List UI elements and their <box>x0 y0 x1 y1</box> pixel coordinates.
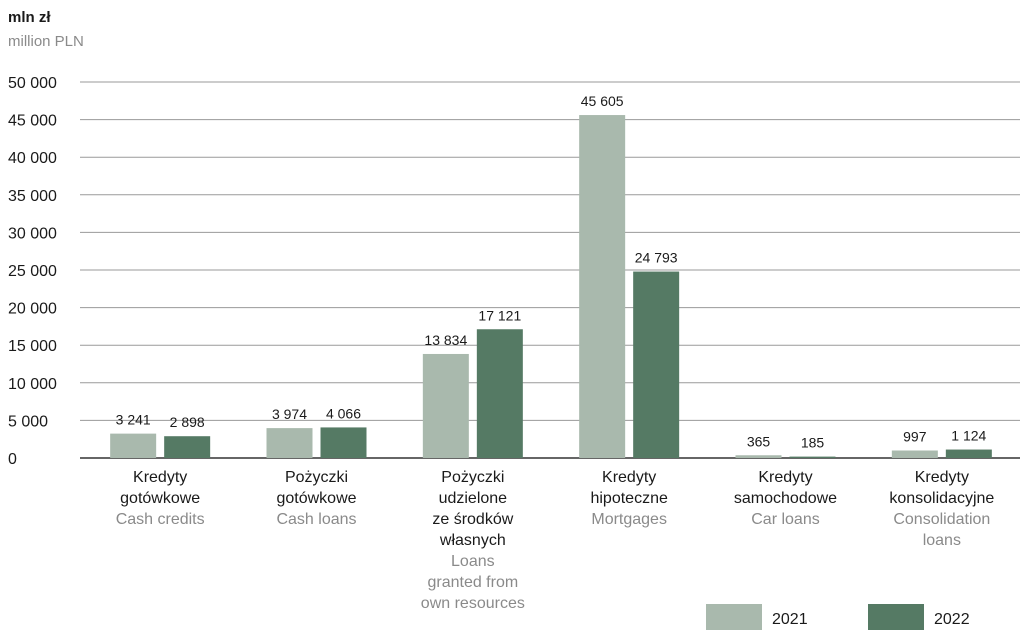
category-label-pl: Pożyczki <box>441 469 504 486</box>
category-label-en: Cash credits <box>116 511 205 528</box>
data-label-2022: 2 898 <box>170 414 205 430</box>
data-label-2021: 45 605 <box>581 93 624 109</box>
data-label-2021: 997 <box>903 429 927 445</box>
y-axis-ticks: 0 5 000 10 000 15 000 20 000 25 000 30 000 35 0… <box>8 75 57 468</box>
bar-2022 <box>789 456 836 458</box>
bars: 3 241 2 898 3 974 4 066 13 834 17 121 45 605 24… <box>110 93 992 458</box>
y-tick-label: 30 000 <box>8 225 57 242</box>
gridlines <box>80 81 1020 459</box>
category-label-pl: samochodowe <box>734 490 837 507</box>
bar-2021 <box>735 455 782 458</box>
data-label-2021: 3 974 <box>272 406 307 422</box>
category-label-en: loans <box>923 532 961 549</box>
data-label-2021: 13 834 <box>424 332 467 348</box>
legend-swatch-2022 <box>868 604 924 630</box>
category-labels: Kredyty gotówkowe Cash credits Pożyczki gotó… <box>116 469 995 612</box>
y-tick-label: 50 000 <box>8 75 57 92</box>
category-label-en: Car loans <box>751 511 819 528</box>
data-label-2022: 4 066 <box>326 405 361 421</box>
legend: 2021 2022 <box>706 604 970 630</box>
unit-label-en: million PLN <box>8 33 84 50</box>
category-label-en: Loans <box>451 553 495 570</box>
category-label-pl: gotówkowe <box>120 490 200 507</box>
data-label-2021: 3 241 <box>116 412 151 428</box>
data-label-2022: 24 793 <box>635 250 678 266</box>
unit-label-pl: mln zł <box>8 9 51 26</box>
bar-2022 <box>164 436 211 458</box>
bar-2022 <box>320 427 367 458</box>
legend-swatch-2021 <box>706 604 762 630</box>
y-tick-label: 40 000 <box>8 150 57 167</box>
category-label-pl: Pożyczki <box>285 469 348 486</box>
category-label-en: Consolidation <box>893 511 990 528</box>
category-label-pl: Kredyty <box>915 469 969 486</box>
y-tick-label: 25 000 <box>8 263 57 280</box>
y-tick-label: 10 000 <box>8 376 57 393</box>
category-label-en: own resources <box>421 595 525 612</box>
bar-2021 <box>891 450 938 458</box>
bar-2022 <box>633 271 680 458</box>
y-tick-label: 45 000 <box>8 113 57 130</box>
bar-2022 <box>476 329 523 458</box>
category-label-en: Mortgages <box>591 511 667 528</box>
category-label-pl: gotówkowe <box>276 490 356 507</box>
y-tick-label: 0 <box>8 451 17 468</box>
bar-2021 <box>422 353 469 458</box>
category-label-pl: konsolidacyjne <box>889 490 994 507</box>
category-label-pl: Kredyty <box>133 469 187 486</box>
bar-2021 <box>110 433 157 458</box>
category-label-pl: hipoteczne <box>590 490 667 507</box>
category-label-pl: Kredyty <box>758 469 812 486</box>
y-tick-label: 15 000 <box>8 338 57 355</box>
data-label-2021: 365 <box>747 433 771 449</box>
category-label-en: Cash loans <box>276 511 356 528</box>
category-label-en: granted from <box>427 574 518 591</box>
category-label-pl: własnych <box>439 532 506 549</box>
y-tick-label: 35 000 <box>8 188 57 205</box>
data-label-2022: 17 121 <box>478 307 521 323</box>
data-label-2022: 1 124 <box>951 428 986 444</box>
legend-label-2021: 2021 <box>772 611 808 628</box>
category-label-pl: udzielone <box>439 490 508 507</box>
bar-2021 <box>579 115 626 458</box>
bar-2022 <box>945 449 992 458</box>
data-label-2022: 185 <box>801 435 825 451</box>
bar-2021 <box>266 428 313 458</box>
legend-label-2022: 2022 <box>934 611 970 628</box>
y-tick-label: 5 000 <box>8 413 48 430</box>
category-label-pl: Kredyty <box>602 469 656 486</box>
category-label-pl: ze środków <box>432 511 513 528</box>
y-tick-label: 20 000 <box>8 301 57 318</box>
